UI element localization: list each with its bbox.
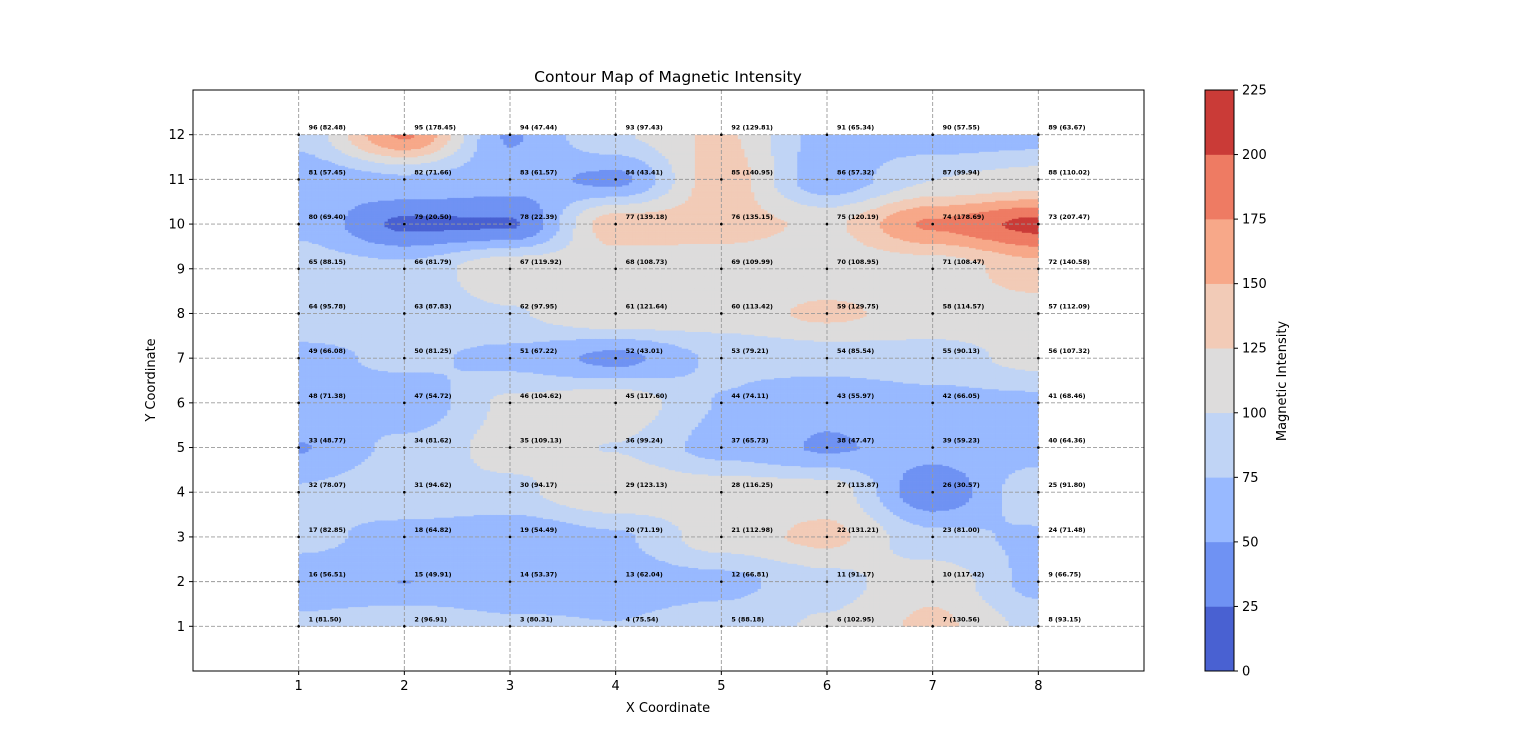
contour-fill: [299, 135, 1039, 627]
chart-title: Contour Map of Magnetic Intensity: [534, 68, 802, 86]
